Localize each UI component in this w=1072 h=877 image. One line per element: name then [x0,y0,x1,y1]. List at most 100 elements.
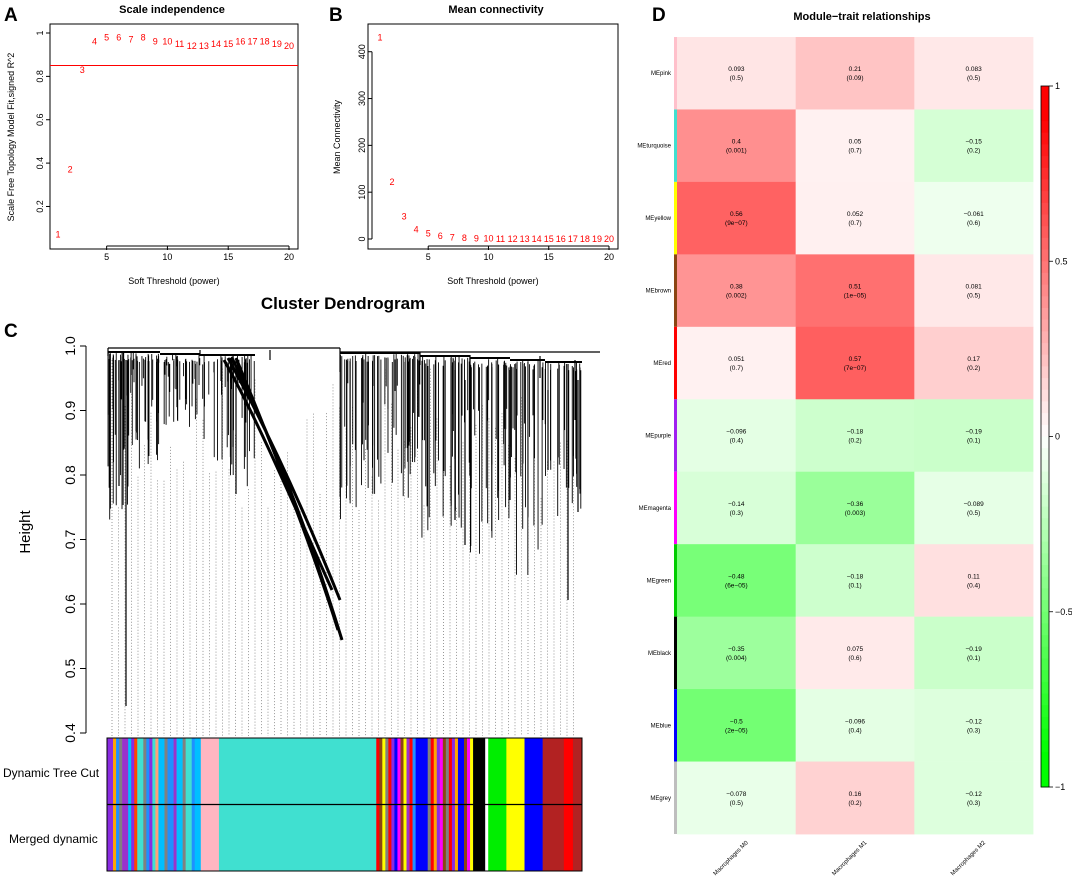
dynamic-tree-cut-block [445,738,450,804]
merged-dynamic-block [164,805,168,871]
data-point-label: 13 [520,234,530,244]
dynamic-tree-cut-block [218,738,377,804]
colorbar-step [1041,751,1049,765]
heatmap-cell [914,326,1034,400]
dynamic-tree-cut-block [563,738,574,804]
dendrogram-y-tick-label: 0.7 [62,530,78,550]
data-point-label: 5 [426,228,431,238]
p-value: (0.6) [967,220,980,227]
colorbar-step [1041,565,1049,578]
colorbar-step [1041,261,1049,274]
dynamic-tree-cut-block [409,738,413,804]
heatmap-cell [677,326,797,400]
p-value: (0.5) [730,75,743,82]
colorbar-tick-label: 1 [1055,81,1060,91]
colorbar-step [1041,413,1049,426]
merged-dynamic-block [113,805,117,871]
data-point-label: 16 [556,234,566,244]
data-point-label: 17 [248,37,258,47]
dynamic-tree-cut-block [412,738,416,804]
dendrogram-y-label: Height [17,509,34,553]
merged-dynamic-block [152,805,156,871]
dynamic-tree-cut-block [542,738,565,804]
merged-dynamic-block [524,805,543,871]
heatmap-cell [795,254,915,328]
colorbar-step [1041,658,1049,671]
x-tick-label: 10 [162,252,172,262]
correlation-value: −0.36 [847,501,864,508]
colorbar-step [1041,646,1049,659]
module-color-rows [106,737,583,872]
merged-dynamic-block [146,805,150,871]
colorbar-step [1041,156,1049,169]
dynamic-tree-cut-block [382,738,386,804]
p-value: (6e−05) [725,582,748,589]
module-row-label: MEblue [651,723,672,729]
merged-dynamic-block [485,805,489,871]
colorbar-step [1041,97,1049,110]
correlation-value: −0.18 [847,429,864,436]
merged-dynamic-block [409,805,413,871]
correlation-value: −0.14 [728,501,745,508]
plot-b-x-label: Soft Threshold (power) [447,276,538,286]
dynamic-tree-cut-block [470,738,474,804]
module-row-label: MEpink [651,71,672,77]
heatmap-cell [795,326,915,400]
colorbar-step [1041,343,1049,356]
data-point-label: 1 [377,33,382,43]
dynamic-tree-cut-block [119,738,123,804]
y-tick-label: 0.8 [35,70,45,83]
dynamic-tree-cut-block [146,738,150,804]
colorbar-step [1041,191,1049,204]
cluster-dendrogram: Cluster Dendrogram Height Dynamic Tree C… [3,294,600,872]
row-label-merged-dynamic: Merged dynamic [9,832,98,846]
correlation-value: −0.35 [728,646,745,653]
data-point-label: 4 [92,37,97,47]
dynamic-tree-cut-block [436,738,441,804]
dynamic-tree-cut-block [457,738,465,804]
colorbar-step [1041,132,1049,145]
heatmap-cell [795,544,915,618]
colorbar-step [1041,576,1049,589]
merged-dynamic-block [394,805,398,871]
dendrogram-y-tick-label: 0.8 [62,465,78,485]
merged-dynamic-block [143,805,147,871]
colorbar-step [1041,378,1049,391]
dynamic-tree-cut-block [134,738,138,804]
heatmap-cell [795,471,915,545]
colorbar-step [1041,401,1049,414]
x-tick-label: 20 [284,252,294,262]
merged-dynamic-block [442,805,447,871]
dynamic-tree-cut-block [376,738,380,804]
x-tick-label: 20 [604,252,614,262]
correlation-value: 0.51 [849,284,862,291]
y-tick-label: 0 [357,236,367,241]
dynamic-tree-cut-block [394,738,398,804]
merged-dynamic-block [185,805,193,871]
module-row-label: MEgrey [650,796,671,802]
plot-b-frame [367,23,619,250]
dynamic-tree-cut-block [182,738,186,804]
data-point-label: 11 [175,39,184,49]
dendrogram-y-tick-label: 0.5 [62,659,78,679]
correlation-value: 0.16 [849,791,862,798]
merged-dynamic-block [382,805,386,871]
dynamic-tree-cut-block [122,738,129,804]
p-value: (0.2) [848,438,861,445]
data-point-label: 4 [414,225,419,235]
dendrogram-top-branches [107,347,600,420]
p-value: (0.2) [967,365,980,372]
correlation-value: 0.093 [728,66,745,73]
heatmap-cell [795,689,915,762]
module-color-swatch [674,37,678,110]
merged-dynamic-block [218,805,377,871]
correlation-value: 0.075 [847,646,864,653]
data-point-label: 2 [390,177,395,187]
colorbar-step [1041,459,1049,473]
merged-dynamic-block [167,805,174,871]
heatmap-cell [914,761,1034,835]
colorbar-step [1041,214,1049,227]
dynamic-tree-cut-block [155,738,159,804]
colorbar-step [1041,483,1049,496]
merged-dynamic-block [155,805,159,871]
